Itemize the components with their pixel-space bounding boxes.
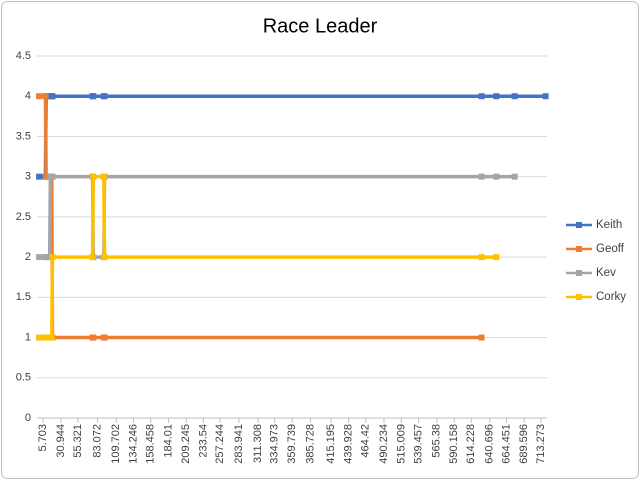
series-marker: [478, 334, 485, 341]
series-marker: [493, 93, 500, 100]
x-tick-label: 713.273: [535, 424, 547, 464]
series-marker: [36, 334, 43, 341]
y-tick-label: 4: [25, 90, 31, 102]
series-marker: [101, 93, 108, 100]
x-tick-label: 5.703: [37, 424, 49, 452]
legend-label: Corky: [596, 291, 626, 303]
x-tick-label: 539.457: [412, 424, 424, 464]
legend-marker: [576, 270, 582, 276]
series-marker: [478, 254, 485, 261]
y-tick-label: 3: [25, 171, 31, 183]
y-tick-label: 4.5: [16, 50, 31, 62]
x-tick-label: 590.158: [448, 424, 460, 464]
y-tick-label: 1.5: [16, 291, 31, 303]
series-marker: [90, 334, 97, 341]
x-tick-label: 614.228: [465, 424, 477, 464]
legend: Keith Geoff Kev Corky: [566, 219, 626, 303]
legend-label: Keith: [596, 219, 622, 231]
x-tick-label: 134.246: [127, 424, 139, 464]
legend-marker: [576, 294, 582, 300]
x-tick-label: 334.973: [269, 424, 281, 464]
x-tick-label: 158.458: [144, 424, 156, 464]
y-tick-label: 1: [25, 331, 31, 343]
series-marker: [101, 334, 108, 341]
legend-label: Kev: [596, 267, 616, 279]
series-marker: [43, 254, 50, 261]
y-tick-label: 0: [25, 412, 31, 424]
x-tick-label: 640.696: [484, 424, 496, 464]
series-marker: [36, 254, 43, 261]
x-tick-label: 490.234: [378, 424, 390, 464]
x-tick-label: 359.739: [286, 424, 298, 464]
x-tick-label: 257.244: [214, 424, 226, 464]
y-tick-label: 3.5: [16, 130, 31, 142]
y-tick-label: 2.5: [16, 211, 31, 223]
x-tick-label: 464.42: [360, 424, 372, 458]
series-marker: [49, 254, 56, 261]
plot: [36, 93, 549, 341]
series-marker: [89, 254, 96, 261]
series-marker: [36, 93, 43, 100]
series-marker: [36, 173, 43, 180]
series-marker: [100, 173, 107, 180]
x-tick-label: 83.072: [91, 424, 103, 458]
series-marker: [478, 93, 485, 100]
series-marker: [493, 254, 500, 261]
series-marker: [511, 173, 518, 180]
y-tick-label: 2: [25, 251, 31, 263]
chart-title: Race Leader: [263, 15, 378, 37]
series-marker: [542, 93, 549, 100]
x-tick-label: 439.928: [342, 424, 354, 464]
x-tick-label: 30.944: [55, 424, 67, 458]
series-marker: [48, 334, 55, 341]
series-marker: [43, 173, 50, 180]
series-marker: [49, 173, 56, 180]
y-tick-label: 0.5: [16, 372, 31, 384]
series-marker: [511, 93, 518, 100]
x-tick-label: 664.451: [500, 424, 512, 464]
legend-label: Geoff: [596, 243, 625, 255]
x-tick-label: 311.308: [252, 424, 264, 463]
x-tick-label: 385.728: [304, 424, 316, 464]
series-marker: [42, 93, 49, 100]
series-marker: [493, 173, 500, 180]
x-tick-label: 55.321: [72, 424, 84, 458]
series-marker: [90, 173, 97, 180]
series-marker: [43, 334, 50, 341]
series-marker: [478, 173, 485, 180]
legend-marker: [576, 222, 582, 228]
x-tick-label: 209.245: [180, 424, 192, 464]
series-marker: [101, 254, 108, 261]
x-tick-label: 233.54: [197, 424, 209, 458]
x-tick-label: 515.009: [395, 424, 407, 464]
x-tick-label: 109.702: [110, 424, 122, 464]
x-tick-label: 283.941: [233, 424, 245, 464]
x-tick-label: 689.596: [518, 424, 530, 464]
x-tick-label: 565.38: [431, 424, 443, 458]
series-marker: [49, 93, 56, 100]
x-tick-label: 184.01: [162, 424, 174, 458]
series-marker: [90, 93, 97, 100]
x-tick-label: 415.195: [325, 424, 337, 464]
legend-marker: [576, 246, 582, 252]
